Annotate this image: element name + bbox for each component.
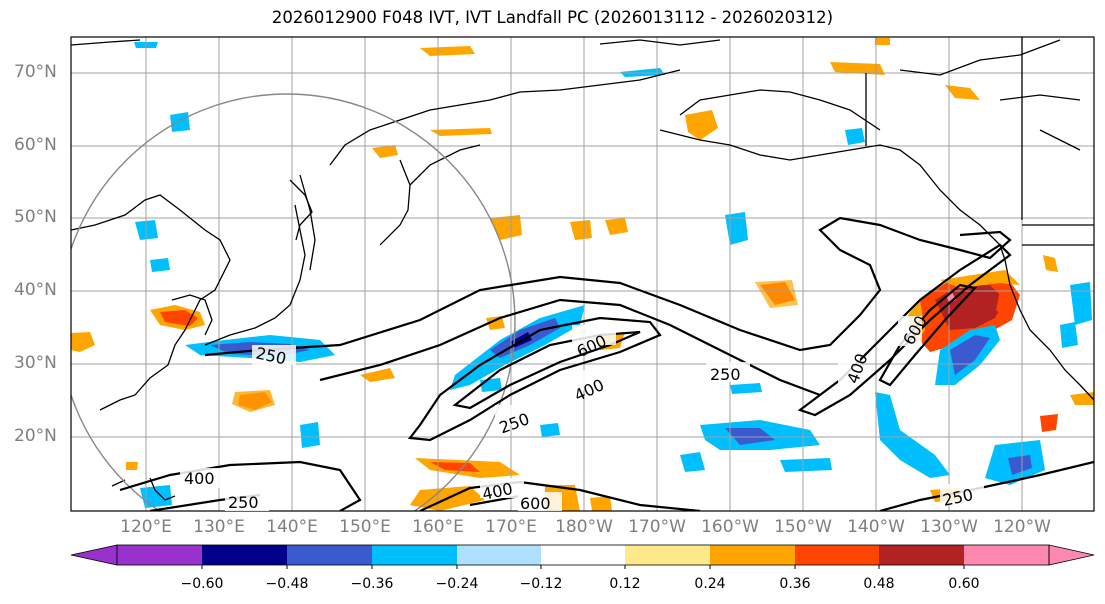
contour-label-250-d: 250 <box>228 493 259 512</box>
colorbar <box>70 544 1095 569</box>
contour-400-east <box>797 243 1012 417</box>
colorbar-frame <box>116 544 1050 566</box>
positive-anomaly-patches <box>71 38 1094 511</box>
colorbar-bin-1 <box>117 545 202 565</box>
ivt-contours <box>119 216 1094 511</box>
colorbar-tick-pos024: 0.24 <box>694 576 726 592</box>
lon-label-120e: 120°E <box>120 517 172 537</box>
lon-label-140w: 140°W <box>847 517 905 537</box>
lat-label-60n: 60°N <box>14 135 57 155</box>
colorbar-bin-10 <box>879 545 964 565</box>
colorbar-tick-neg024: −0.24 <box>435 576 479 592</box>
lon-label-170e: 170°E <box>485 517 537 537</box>
lat-label-20n: 20°N <box>14 426 57 446</box>
lat-label-30n: 30°N <box>14 353 57 373</box>
lon-label-180w: 180°W <box>555 517 613 537</box>
lon-label-160e: 160°E <box>412 517 464 537</box>
colorbar-tick-pos012: 0.12 <box>609 576 641 592</box>
contour-label-250-b: 250 <box>710 365 741 384</box>
region-circle <box>71 93 516 511</box>
lon-label-130w: 130°W <box>920 517 978 537</box>
colorbar-bin-11 <box>964 545 1049 565</box>
lon-label-160w: 160°W <box>701 517 759 537</box>
colorbar-tick-neg036: −0.36 <box>350 576 394 592</box>
lon-label-130e: 130°E <box>193 517 245 537</box>
gridlines <box>71 37 1094 511</box>
lon-label-150w: 150°W <box>774 517 832 537</box>
negative-anomaly-patches <box>134 42 1092 508</box>
colorbar-tick-neg048: −0.48 <box>265 576 309 592</box>
lat-label-50n: 50°N <box>14 207 57 227</box>
colorbar-extend-high <box>1048 544 1095 566</box>
coastlines <box>71 37 1094 501</box>
contour-label-600-c: 600 <box>520 494 551 513</box>
colorbar-bin-8 <box>710 545 795 565</box>
contour-se-250 <box>879 460 1094 511</box>
colorbar-tick-pos048: 0.48 <box>863 576 895 592</box>
colorbar-bin-2 <box>202 545 287 565</box>
plot-frame <box>70 36 1095 512</box>
anomaly-shading <box>71 38 1094 511</box>
lon-label-120w: 120°W <box>993 517 1051 537</box>
colorbar-bin-4 <box>372 545 457 565</box>
colorbar-bin-9 <box>795 545 879 565</box>
colorbar-extend-low <box>70 544 118 566</box>
lon-label-150e: 150°E <box>339 517 391 537</box>
lat-label-70n: 70°N <box>14 62 57 82</box>
colorbar-bin-7 <box>625 545 710 565</box>
lat-label-40n: 40°N <box>14 280 57 300</box>
lon-label-170w: 170°W <box>628 517 686 537</box>
colorbar-bin-3 <box>287 545 372 565</box>
colorbar-bin-5 <box>457 545 541 565</box>
colorbar-tick-pos060: 0.60 <box>948 576 980 592</box>
contour-400 <box>407 316 662 442</box>
contour-label-400-c: 400 <box>184 469 215 488</box>
colorbar-tick-neg012: −0.12 <box>519 576 563 592</box>
lon-label-140e: 140°E <box>266 517 318 537</box>
colorbar-tick-neg060: −0.60 <box>180 576 224 592</box>
contour-s-600 <box>419 480 701 511</box>
contour-250-main <box>204 216 1012 357</box>
colorbar-bin-6 <box>541 545 625 565</box>
contour-600 <box>452 330 641 410</box>
contour-south-400 <box>119 460 362 511</box>
map-title: 2026012900 F048 IVT, IVT Landfall PC (20… <box>271 8 834 27</box>
colorbar-ticks <box>201 565 965 569</box>
colorbar-tick-pos036: 0.36 <box>779 576 811 592</box>
